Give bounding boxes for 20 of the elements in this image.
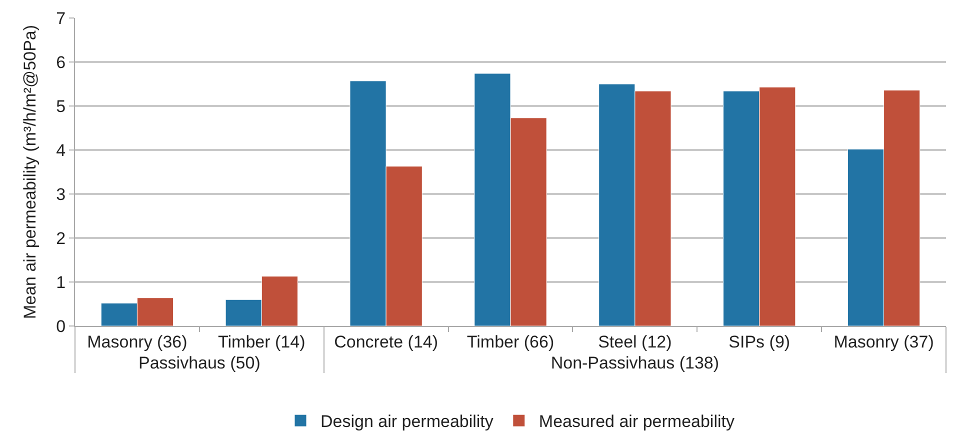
x-tick-label: Masonry (37): [834, 332, 934, 352]
y-tick-label: 6: [56, 52, 66, 72]
y-tick-label: 4: [56, 140, 66, 160]
x-tick-label: Masonry (36): [87, 332, 188, 352]
x-tick-label: Timber (14): [218, 332, 306, 352]
legend-label: Measured air permeability: [538, 412, 735, 432]
text: Non-Passivhaus (138): [550, 353, 720, 372]
x-tick-label: Steel (12): [598, 332, 672, 352]
legend-label: Design air permeability: [320, 412, 494, 432]
text: Passivhaus (50): [138, 353, 260, 372]
y-tick-label: 0: [56, 316, 66, 336]
x-tick-label: Timber (66): [466, 332, 554, 352]
y-axis-title: Mean air permeability (m³/h/m²@50Pa): [20, 24, 40, 320]
y-tick-label: 3: [56, 184, 66, 204]
y-tick-label: 5: [56, 96, 66, 116]
y-tick-label: 7: [56, 8, 66, 28]
y-tick-label: 2: [56, 228, 66, 248]
x-tick-label: Concrete (14): [334, 332, 438, 352]
y-tick-label: 1: [56, 272, 66, 292]
x-tick-label: SIPs (9): [728, 332, 790, 352]
